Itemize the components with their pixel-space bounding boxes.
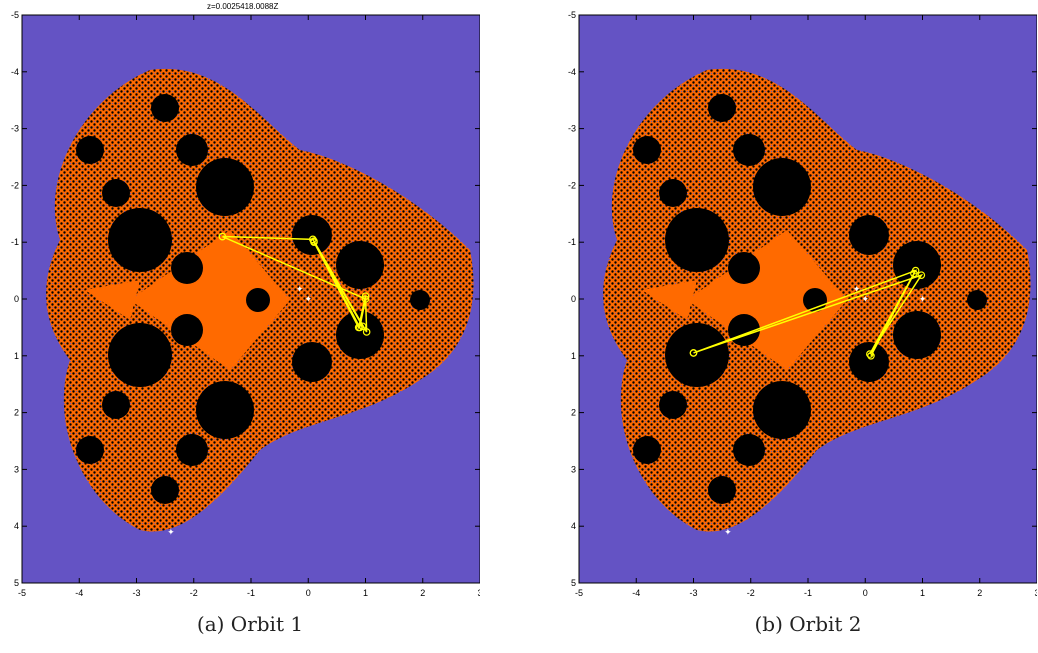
y-tick-label: 4 [14,521,19,531]
y-tick-label: 4 [571,521,576,531]
fixed-point-marker: ✦ [919,294,927,304]
y-tick-label: 3 [571,464,576,474]
x-tick-label: 3 [477,588,480,598]
x-tick-label: -2 [190,588,198,598]
y-tick-label: -4 [568,67,576,77]
x-tick-label: -5 [575,588,583,598]
x-tick-label: -1 [804,588,812,598]
x-tick-label: -4 [632,588,640,598]
fixed-point-marker: ✦ [724,527,732,537]
y-tick-label: -1 [11,237,19,247]
orbit-point [361,295,370,303]
orbit-points [689,266,926,360]
y-tick-label: 0 [571,294,576,304]
y-tick-label: -3 [568,124,576,134]
x-tick-label: 2 [420,588,425,598]
y-tick-label: 1 [571,351,576,361]
caption-orbit-2: (b) Orbit 2 [754,612,862,636]
caption-orbit-1: (a) Orbit 1 [196,612,304,636]
x-tick-label: 2 [977,588,982,598]
axis-ticks: -5 -4 -3 -2 -1 0 1 2 3 -5 -4 -3 -2 -1 0 1 2 3 4 5 [11,10,480,598]
y-tick-label: 2 [571,408,576,418]
orbit-point [866,350,874,358]
x-tick-label: 0 [863,588,868,598]
y-tick-label: -5 [11,10,19,20]
orbit-point [361,292,370,300]
x-tick-label: 1 [920,588,925,598]
x-tick-label: 1 [363,588,368,598]
y-tick-label: 2 [14,408,19,418]
y-tick-label: -4 [11,67,19,77]
x-tick-label: -3 [689,588,697,598]
fixed-point-marker: ✦ [304,294,312,304]
fixed-point-marker: ✦ [853,284,861,294]
x-tick-label: -3 [132,588,140,598]
x-tick-label: -1 [247,588,255,598]
orbit-point [917,271,926,279]
y-tick-label: -2 [11,180,19,190]
y-tick-label: 1 [14,351,19,361]
x-tick-label: -4 [75,588,83,598]
y-tick-label: -2 [568,180,576,190]
y-tick-label: 5 [14,578,19,588]
y-tick-label: 5 [571,578,576,588]
fractal-shape [46,68,474,532]
x-tick-label: 0 [306,588,311,598]
axis-ticks: -5 -4 -3 -2 -1 0 1 2 3 -5 -4 -3 -2 -1 0 1 2 3 4 5 [568,10,1037,598]
y-tick-label: -3 [11,124,19,134]
fixed-point-markers: ✦✦✦ [167,284,312,537]
fixed-point-marker: ✦ [296,284,304,294]
y-tick-label: 3 [14,464,19,474]
orbit-point [355,323,364,332]
top-label: z=0.0025418.0088Z [207,2,279,11]
fractal-shape [603,68,1031,532]
x-tick-label: -5 [18,588,26,598]
y-tick-label: 0 [14,294,19,304]
orbit-point [910,269,918,278]
x-tick-label: 3 [1034,588,1037,598]
x-tick-label: -2 [747,588,755,598]
orbit-point [310,237,318,245]
fixed-point-markers: ✦✦ ✦✦ [724,284,927,537]
orbit-point [867,351,875,360]
fixed-point-marker: ✦ [167,527,175,537]
orbit-point [689,349,698,357]
fixed-point-marker: ✦ [861,294,869,304]
orbit-point [218,232,227,241]
orbit-point [362,328,371,336]
orbit-points [218,232,371,336]
y-tick-label: -1 [568,237,576,247]
y-tick-label: -5 [568,10,576,20]
